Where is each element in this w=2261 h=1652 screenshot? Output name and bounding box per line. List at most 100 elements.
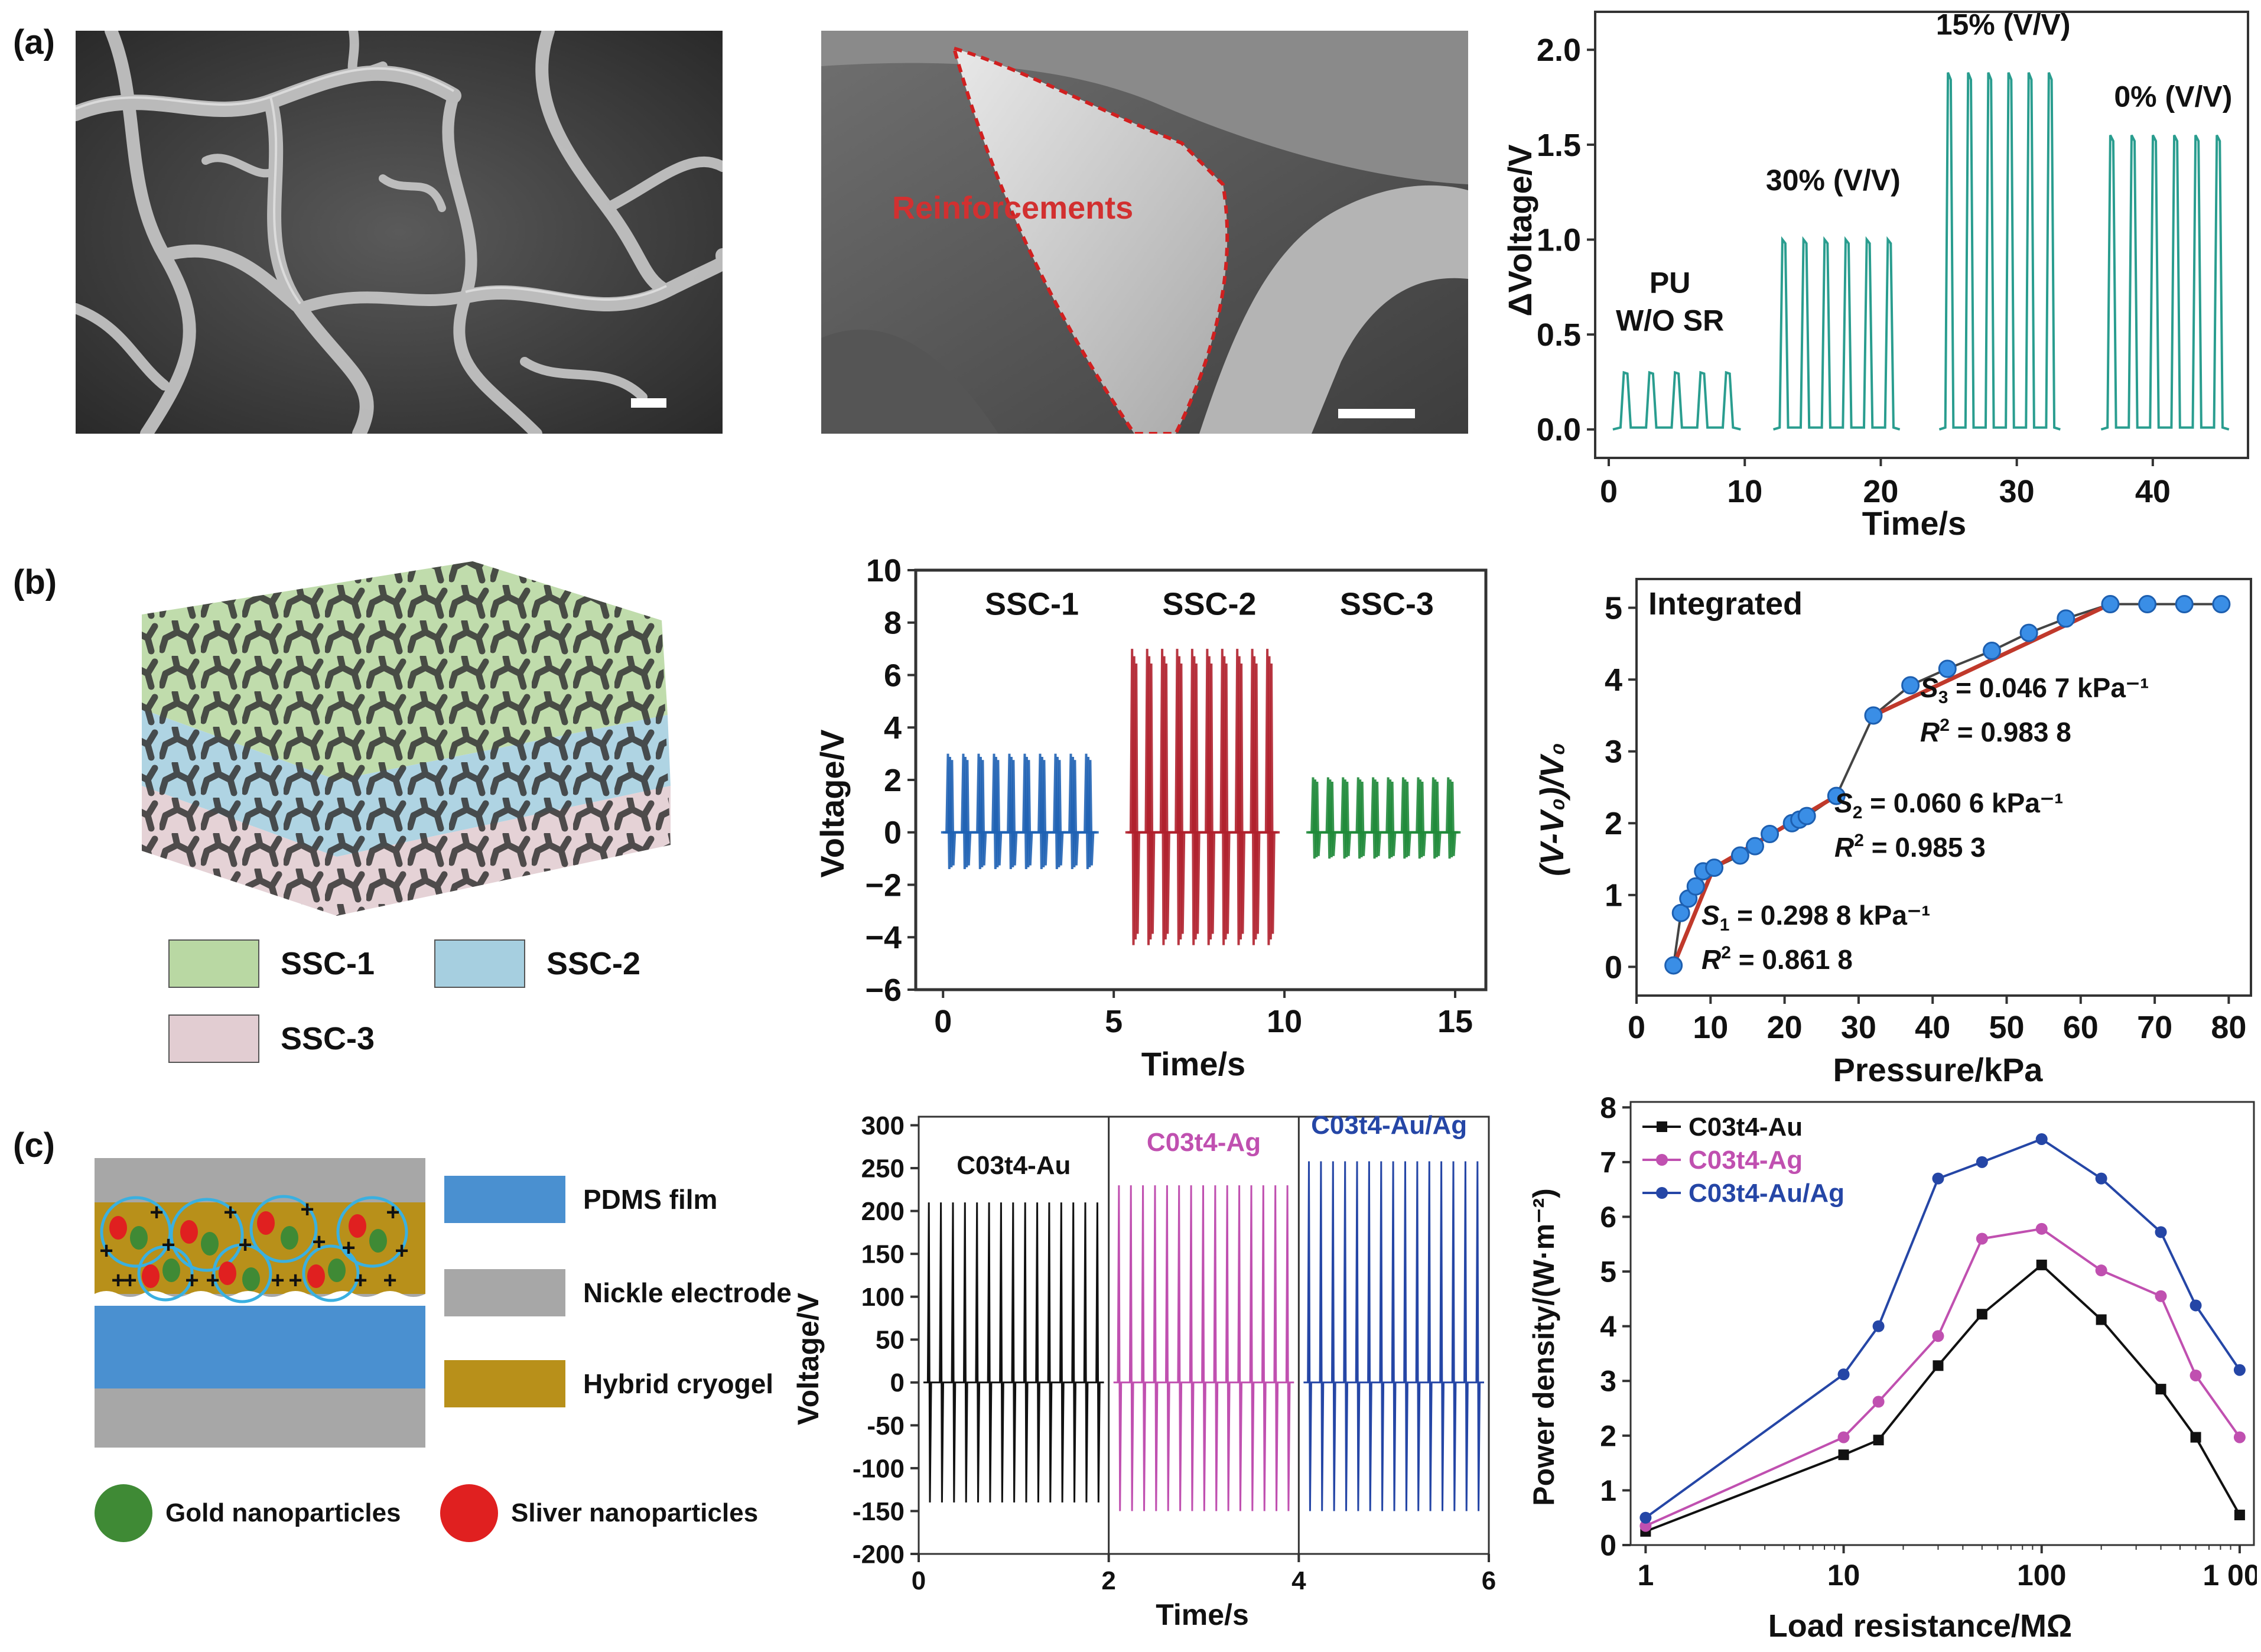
data-point [2019,623,2038,642]
y-tick-label: 0.0 [1537,412,1581,448]
chart-b-xlabel: Time/s [1141,1045,1245,1082]
b-legend-label: SSC-1 [281,946,375,981]
x-tick-label: 100 [2017,1559,2066,1592]
series-line-15-v-v- [1938,72,2061,431]
svg-text:+: + [271,1267,284,1293]
svg-text:+: + [238,1232,252,1258]
x-tick-label: 40 [1915,1010,1950,1045]
data-point-c03t4-ag [1837,1431,1850,1443]
x-tick-label: 0 [1600,474,1618,509]
y-tick-label: 100 [861,1283,905,1312]
plot-frame [1635,578,2252,997]
y-tick-label: 300 [861,1111,905,1140]
b-legend-label: SSC-3 [281,1021,375,1056]
y-tick-label: 1.0 [1537,222,1581,258]
chart-c-xlabel: Time/s [1156,1598,1249,1631]
series-line-ssc-1 [945,760,1099,866]
data-point-c03t4-ag [2095,1264,2107,1277]
svg-text:+: + [395,1238,408,1264]
y-tick-label: −6 [865,973,902,1008]
c-legend-silver: Sliver nanoparticles [440,1484,758,1542]
series-annotation: 30% (V/V) [1766,164,1901,197]
data-point-c03t4-au [2190,1432,2201,1443]
ssc3-swatch [168,1014,259,1063]
chart-c-voltage: Voltage/V Time/s 0 2 4 6 -200 -150 -100 -50 0 50 1… [795,1111,1496,1631]
x-tick-label: 2 [1101,1566,1115,1595]
panel-label-c: (c) [13,1126,55,1165]
svg-text:+: + [288,1267,302,1293]
chart-b-sensitivity: (V-V₀)/V₀ Pressure/kPa Integrated 0 10 20 3… [1533,578,2252,1088]
pdms-swatch [444,1176,565,1223]
c-legend-label: PDMS film [583,1184,718,1215]
y-tick-label: 0 [884,815,902,851]
y-tick-label: 0.5 [1537,317,1581,353]
svg-text:+: + [386,1199,399,1225]
series-annotation: C03t4-Au/Ag [1311,1111,1467,1140]
series-annotation: SSC-1 [985,586,1079,622]
y-tick-label: 10 [866,553,902,588]
data-point-c03t4-au [1838,1449,1849,1461]
legend-label-c03t4-au: C03t4-Au [1689,1113,1803,1142]
x-tick-label: 40 [2135,474,2171,509]
chart-b-voltage: Voltage/V Time/s 0 5 10 15 −6 −4 −2 0 2 4 6 8 10 SSC-… [814,553,1488,1082]
svg-text:+: + [185,1267,199,1293]
chart-a-ylabel: ΔVoltage/V [1501,144,1538,316]
data-point-c03t4-au-ag [2095,1172,2107,1185]
b-legend-label: SSC-2 [546,946,641,981]
series-line-30-v-v- [1772,236,1901,431]
series-line-ssc-3 [1310,781,1461,856]
data-point [1982,642,2001,661]
series-annotation: PU [1650,266,1690,299]
x-tick-label: 50 [1989,1010,2024,1045]
y-tick-label: 200 [861,1197,905,1226]
panel-label-b: (b) [13,563,57,601]
y-tick-label: -200 [853,1540,905,1569]
fit-s3-text: S3 = 0.046 7 kPa⁻¹ [1920,672,2149,707]
gold-np-swatch [95,1484,152,1542]
data-point-c03t4-au [1873,1435,1884,1446]
y-tick-label: 50 [876,1326,905,1355]
plot-frame [1594,11,2249,459]
device-schematic: + + + + + + + + + + + + + + + + + + [95,1158,425,1448]
data-point [1938,659,1957,678]
ssc-structure-illustration [118,549,709,928]
chart-c-power: Power density/(W·m⁻²) Load resistance/MΩ… [1527,1091,2257,1644]
y-tick-label: 6 [884,658,902,693]
data-point-c03t4-au [2234,1510,2245,1521]
y-tick-label: 1 [1600,1474,1616,1507]
b-legend-item-ssc2: SSC-2 [434,939,640,988]
reinforcements-annotation: Reinforcements [892,190,1133,226]
silver-np-swatch [440,1484,498,1542]
plot-frame [914,568,1488,991]
data-point [2057,609,2075,628]
svg-text:+: + [300,1196,314,1222]
series-annotation: SSC-3 [1340,586,1434,622]
fit-s1-text: S1 = 0.298 8 kPa⁻¹ [1702,900,1931,935]
svg-text:+: + [161,1232,175,1258]
series-annotation: 0% (V/V) [2114,80,2232,113]
svg-text:+: + [149,1199,163,1225]
data-point-c03t4-au-ag [1932,1172,1944,1185]
x-tick-label: 5 [1105,1004,1123,1039]
x-tick-label: 70 [2137,1010,2172,1045]
c-legend-pdms: PDMS film [444,1176,717,1223]
fit-s2-text: S2 = 0.060 6 kPa⁻¹ [1834,788,2064,822]
c-legend-cryogel: Hybrid cryogel [444,1360,773,1407]
y-tick-label: 5 [1605,591,1622,626]
legend-marker-c03t4-au [1657,1121,1667,1132]
series-annotation: C03t4-Au [957,1151,1071,1180]
plot-frame [918,1116,1490,1555]
x-tick-label: 0 [1628,1010,1645,1045]
y-tick-label: -150 [853,1497,905,1526]
c-legend-label: Sliver nanoparticles [511,1498,759,1527]
series-line-pu-w-o-sr [1612,370,1741,431]
cryogel-swatch [444,1360,565,1407]
x-tick-label: 4 [1291,1566,1306,1595]
sem-image-reinforcement: Reinforcements [821,31,1468,435]
svg-text:+: + [383,1267,396,1293]
chart-b2-title: Integrated [1648,586,1803,622]
y-tick-label: 1.5 [1537,128,1581,163]
b-legend-item-ssc3: SSC-3 [168,1014,375,1063]
data-point-c03t4-au-ag [2155,1226,2167,1238]
y-tick-label: 5 [1600,1256,1616,1289]
